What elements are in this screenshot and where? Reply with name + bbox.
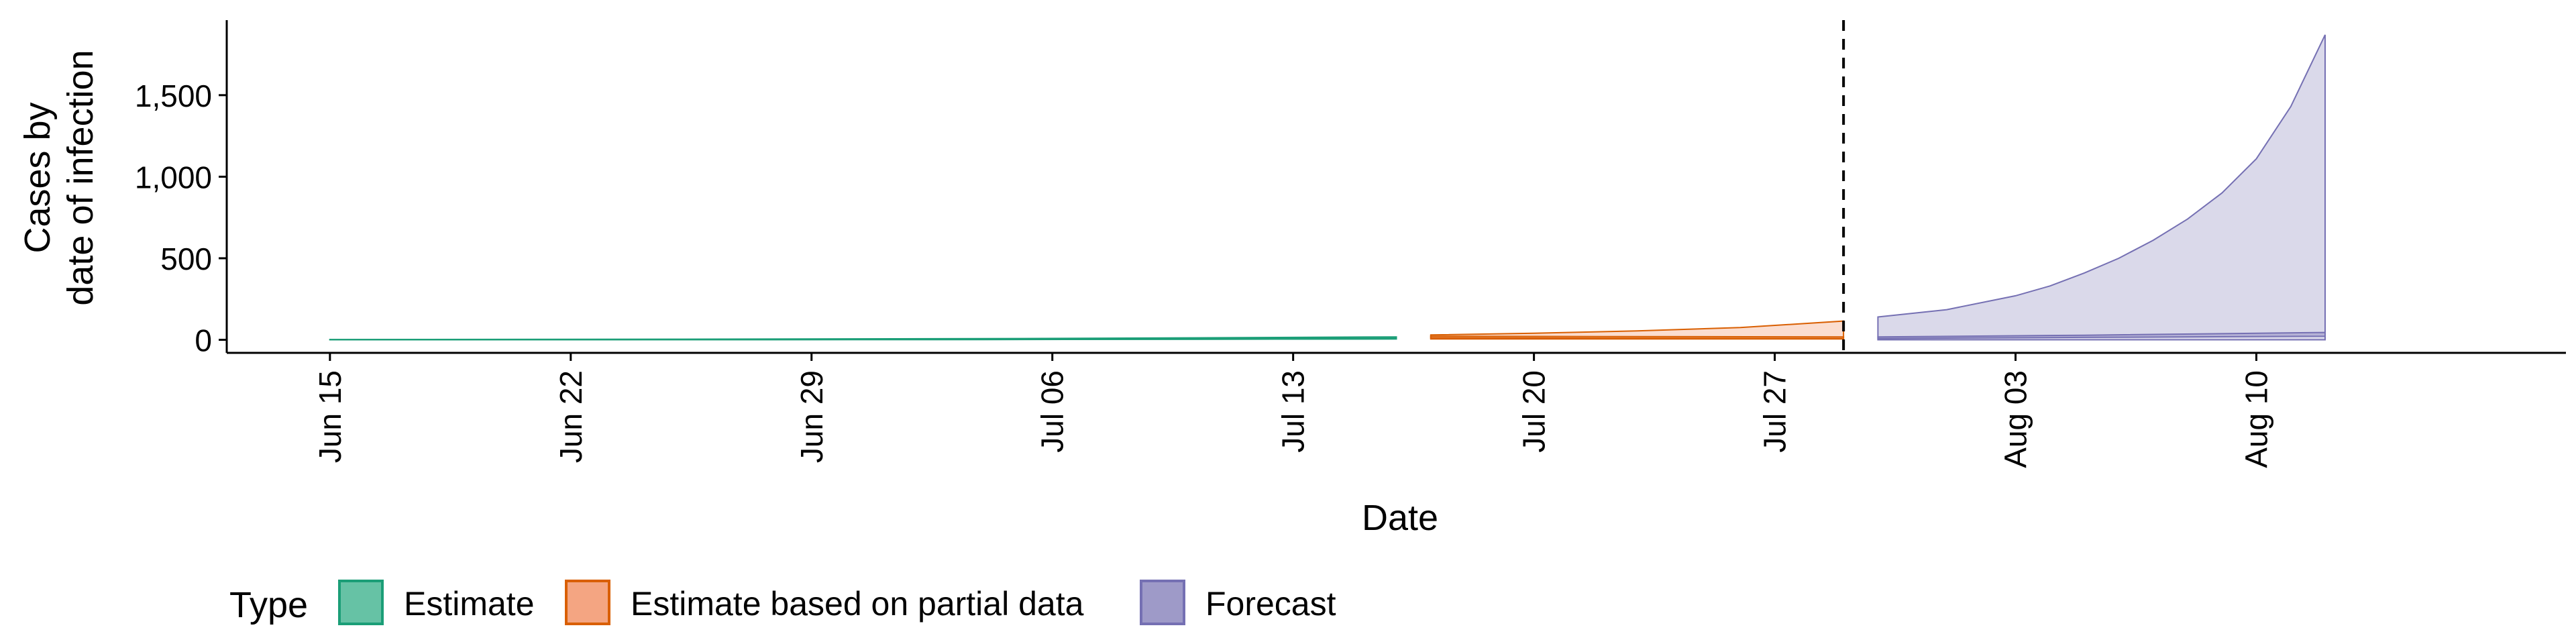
legend-key	[338, 580, 384, 625]
x-tick-label: Jul 27	[1758, 370, 1792, 453]
legend-label: Estimate	[404, 585, 535, 623]
x-tick-label: Aug 10	[2239, 370, 2274, 468]
y-tick-label: 1,000	[135, 160, 212, 195]
x-tick-label: Jul 13	[1276, 370, 1311, 453]
series-1	[329, 336, 1397, 341]
series-2-inner-band	[1430, 335, 1845, 339]
legend-key	[1140, 580, 1185, 625]
y-tick-label: 500	[160, 241, 212, 276]
x-tick-label: Jun 15	[313, 370, 347, 463]
x-tick-label: Aug 03	[1998, 370, 2033, 468]
series-3-outer-band	[1877, 34, 2326, 341]
legend-title: Type	[229, 585, 308, 625]
legend-label: Forecast	[1205, 585, 1336, 623]
y-axis: 0 500 1,000 1,500	[135, 20, 228, 358]
x-tick-label: Jun 29	[794, 370, 829, 463]
x-axis-title: Date	[1362, 498, 1438, 538]
series-3	[1877, 34, 2326, 341]
plot-area	[329, 20, 2326, 353]
y-tick-label: 1,500	[135, 78, 212, 113]
x-tick-label: Jul 06	[1035, 370, 1070, 453]
legend: Type Estimate Estimate based on partial d…	[229, 580, 1336, 625]
y-axis-title-line-2: date of infection	[60, 50, 101, 305]
x-tick-label: Jun 22	[553, 370, 588, 463]
legend-label: Estimate based on partial data	[631, 585, 1084, 623]
series-3-inner-band	[1877, 331, 2326, 339]
x-axis: Jun 15 Jun 22 Jun 29 Jul 06 Jul 13 Jul 20 Jul …	[227, 352, 2566, 468]
legend-item: Estimate based on partial data	[565, 580, 1084, 625]
legend-item: Estimate	[338, 580, 535, 625]
legend-item: Forecast	[1140, 580, 1336, 625]
series-1-inner-band	[329, 337, 1397, 341]
y-tick-label: 0	[195, 323, 212, 358]
series-2	[1430, 320, 1845, 340]
legend-key	[565, 580, 610, 625]
y-axis-title-line-1: Cases by	[17, 102, 58, 253]
x-tick-label: Jul 20	[1517, 370, 1552, 453]
